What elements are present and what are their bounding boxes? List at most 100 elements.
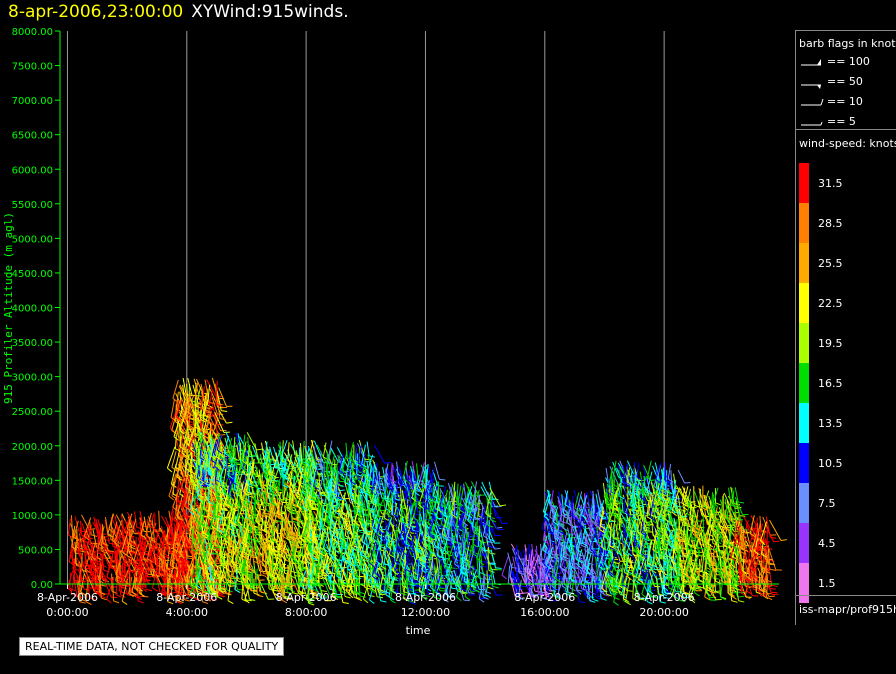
wind-barb-flag <box>77 552 83 557</box>
wind-barb <box>123 515 131 537</box>
wind-barb-shaft <box>104 516 109 536</box>
wind-barb-flag <box>92 569 99 574</box>
wind-barb-flag <box>94 591 101 596</box>
wind-barb-flag <box>121 586 128 590</box>
wind-barb-flag <box>136 527 143 530</box>
wind-barb <box>100 545 107 568</box>
wind-barb-flag <box>96 551 103 556</box>
wind-barb-flag <box>248 546 255 549</box>
wind-barb-shaft <box>111 553 114 568</box>
wind-barb-shaft <box>141 541 146 557</box>
wind-barb <box>146 538 153 563</box>
wind-barb-flag <box>137 600 144 604</box>
wind-barb-flag <box>89 576 95 582</box>
wind-barb-flag <box>79 598 86 602</box>
wind-barb-flag <box>142 595 149 598</box>
wind-barb-shaft <box>70 569 76 594</box>
wind-barb-shaft <box>84 556 91 573</box>
wind-barb-shaft <box>87 524 93 544</box>
wind-barb-flag <box>256 448 263 451</box>
wind-barb <box>80 573 87 596</box>
wind-barb-shaft <box>67 518 71 535</box>
wind-barb <box>169 413 176 433</box>
wind-barb-flag <box>68 561 75 566</box>
wind-barb-flag <box>115 593 122 598</box>
wind-barb <box>106 576 115 604</box>
wind-barb-shaft <box>197 417 199 433</box>
wind-barb <box>131 577 138 596</box>
wind-barb-flag <box>115 580 121 585</box>
wind-barb-shaft <box>100 570 111 588</box>
wind-barb-flag <box>136 595 142 601</box>
wind-barb-shaft <box>166 446 176 469</box>
wind-barb <box>98 526 105 549</box>
wind-barb-shaft <box>100 545 107 565</box>
wind-barb-shaft <box>143 516 149 538</box>
wind-barb-flag <box>257 594 264 598</box>
wind-barb-shaft <box>139 517 145 532</box>
wind-barb-flag <box>88 543 94 548</box>
wind-barb-shaft <box>145 558 154 581</box>
vertical-gridlines <box>66 31 665 584</box>
wind-barb-flag <box>129 543 136 548</box>
wind-barb-flag <box>141 587 147 592</box>
wind-barb-flag <box>118 584 124 589</box>
wind-barb-shaft <box>149 545 154 560</box>
wind-barb-shaft <box>85 579 89 602</box>
wind-barb-flag <box>224 455 231 458</box>
wind-barb-shaft <box>84 540 89 564</box>
wind-barb-flag <box>142 538 149 541</box>
wind-barb-flag <box>116 558 123 563</box>
wind-barb <box>121 529 129 556</box>
wind-barb-flag <box>89 597 96 600</box>
wind-barb <box>108 513 115 534</box>
wind-barb-flag <box>101 563 107 568</box>
wind-barb-shaft <box>126 513 133 529</box>
wind-barb <box>68 542 75 566</box>
wind-barb <box>134 544 142 570</box>
wind-barb-flag <box>260 574 267 578</box>
wind-barb-flag <box>121 551 127 556</box>
wind-barb-flag <box>79 579 86 584</box>
wind-barb-shaft <box>111 521 118 541</box>
wind-barb-shaft <box>141 569 149 588</box>
wind-barb <box>126 513 133 533</box>
wind-barb <box>218 387 233 407</box>
wind-barb-flag <box>78 583 84 588</box>
wind-barb-flag <box>135 565 141 570</box>
wind-barb-flag <box>111 590 118 594</box>
wind-barb-flag <box>84 562 91 567</box>
wind-barb-flag <box>102 579 109 583</box>
wind-barb-flag <box>94 579 100 584</box>
wind-barb <box>113 520 123 547</box>
wind-barb-shaft <box>121 525 124 548</box>
wind-barb-shaft <box>134 560 138 576</box>
wind-barb-shaft <box>91 540 97 558</box>
wind-barb-flag <box>139 544 145 549</box>
wind-barb-shaft <box>101 553 105 571</box>
wind-barb <box>69 572 76 592</box>
wind-barb <box>136 575 145 601</box>
wind-barb-shaft <box>113 520 123 543</box>
wind-barb <box>128 520 136 548</box>
wind-barb-flag <box>136 596 143 598</box>
wind-barb-shaft <box>146 538 153 559</box>
wind-barb-shaft <box>66 570 74 589</box>
wind-barb <box>84 540 91 567</box>
wind-barbs-layer <box>66 377 787 606</box>
wind-barb <box>106 556 113 581</box>
wind-barb-shaft <box>83 517 92 537</box>
wind-barb-shaft <box>115 550 118 570</box>
wind-barb-shaft <box>267 571 270 589</box>
wind-barb-flag <box>106 576 113 581</box>
wind-barb <box>97 564 104 584</box>
wind-profile-plot: 8-Apr-20060:00:008-Apr-20064:00:008-Apr-… <box>2 27 787 637</box>
wind-barb-flag <box>129 539 136 545</box>
wind-barb-flag <box>123 531 130 537</box>
wind-barb-shaft <box>71 525 76 547</box>
wind-barb-flag <box>131 591 138 596</box>
wind-barb <box>73 520 80 542</box>
wind-barb <box>71 525 78 551</box>
wind-barb-flag <box>144 580 151 582</box>
chart-title: 8-apr-2006,23:00:00 XYWind:915winds. <box>8 2 349 22</box>
